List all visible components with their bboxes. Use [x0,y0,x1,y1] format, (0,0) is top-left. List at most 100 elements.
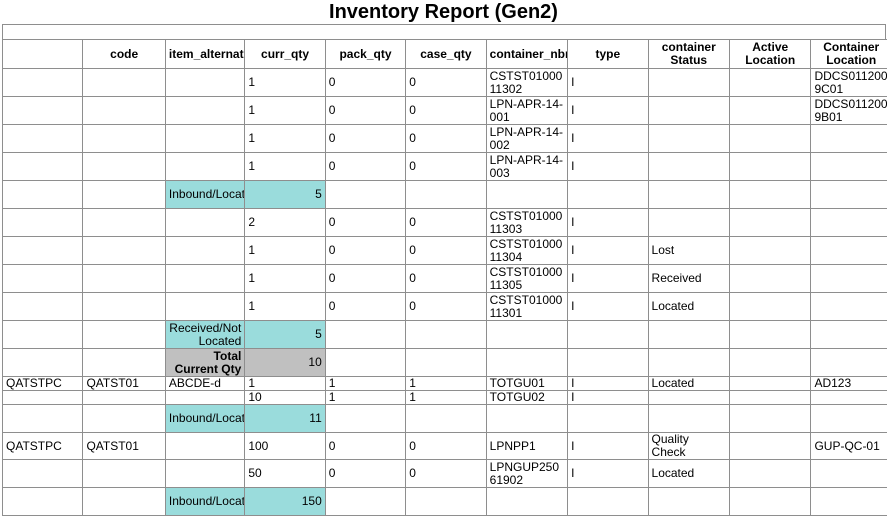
inventory-table: codeitem_alternate_codecurr_qtypack_qtyc… [2,39,887,516]
table-cell [325,349,405,377]
table-cell [568,181,648,209]
table-cell [486,349,567,377]
column-header[interactable]: curr_qty [245,40,325,69]
table-cell: 1 [406,377,486,391]
table-cell [406,349,486,377]
table-cell: 50 [245,460,325,488]
table-cell [648,153,729,181]
table-cell: 0 [325,237,405,265]
subtotal-label: Received/Not Located [165,321,244,349]
table-cell [486,488,567,516]
table-cell [486,321,567,349]
table-cell: 0 [325,97,405,125]
total-label: Total Current Qty [165,349,244,377]
table-cell [811,153,887,181]
table-cell: 0 [325,125,405,153]
subtotal-row: Inbound/Located150 [3,488,887,516]
table-cell: CSTST0100011303 [486,209,567,237]
table-cell [729,69,810,97]
column-header[interactable]: Active Location [729,40,810,69]
table-cell: LPN-APR-14-001 [486,97,567,125]
table-cell [83,293,165,321]
table-cell: CSTST0100011305 [486,265,567,293]
table-cell: QATST01 [83,433,165,460]
table-cell [165,391,244,405]
column-header[interactable]: type [568,40,648,69]
table-cell [165,460,244,488]
table-cell [165,69,244,97]
table-cell [648,391,729,405]
subtotal-qty: 11 [245,405,325,433]
table-cell: 1 [245,377,325,391]
table-cell [3,460,83,488]
table-cell: Located [648,460,729,488]
table-cell [83,237,165,265]
table-cell: 0 [406,97,486,125]
subtotal-qty: 5 [245,321,325,349]
subtotal-row: Inbound/Located11 [3,405,887,433]
table-cell: 1 [245,237,325,265]
table-cell [83,181,165,209]
table-cell: GUP-QC-01 [811,433,887,460]
column-header[interactable] [3,40,83,69]
table-cell: I [568,377,648,391]
table-cell [729,349,810,377]
subtotal-qty: 150 [245,488,325,516]
column-header[interactable]: code [83,40,165,69]
column-header[interactable]: pack_qty [325,40,405,69]
table-cell: LPN-APR-14-002 [486,125,567,153]
table-cell [729,97,810,125]
table-cell: LPNPP1 [486,433,567,460]
table-cell [3,97,83,125]
column-header[interactable]: container_nbr [486,40,567,69]
table-cell [729,377,810,391]
table-cell [811,460,887,488]
table-cell [729,488,810,516]
column-header[interactable]: case_qty [406,40,486,69]
table-cell [729,405,810,433]
table-cell: 1 [245,153,325,181]
column-header[interactable]: Container Location [811,40,887,69]
table-cell [648,97,729,125]
subtotal-label: Inbound/Located [165,405,244,433]
table-cell [648,125,729,153]
table-cell: 0 [325,265,405,293]
table-cell: QATSTPC [3,377,83,391]
column-header[interactable]: container Status [648,40,729,69]
table-cell: I [568,97,648,125]
column-header[interactable]: item_alternate_code [165,40,244,69]
table-cell [729,125,810,153]
table-cell: I [568,153,648,181]
table-cell [729,433,810,460]
table-cell [729,237,810,265]
table-cell [165,153,244,181]
table-cell: 1 [245,293,325,321]
table-cell: 0 [406,293,486,321]
table-cell: 0 [406,153,486,181]
table-cell [83,97,165,125]
table-cell: I [568,209,648,237]
header-row: codeitem_alternate_codecurr_qtypack_qtyc… [3,40,887,69]
table-cell [325,181,405,209]
table-cell [648,69,729,97]
table-cell: 0 [325,293,405,321]
table-cell [3,391,83,405]
table-cell [811,237,887,265]
table-cell [568,488,648,516]
table-cell [3,488,83,516]
table-cell [811,125,887,153]
table-cell [83,69,165,97]
table-cell [811,209,887,237]
table-cell: 0 [406,69,486,97]
table-cell [568,405,648,433]
table-cell: 0 [406,265,486,293]
table-cell: LPN-APR-14-003 [486,153,567,181]
table-cell: I [568,460,648,488]
